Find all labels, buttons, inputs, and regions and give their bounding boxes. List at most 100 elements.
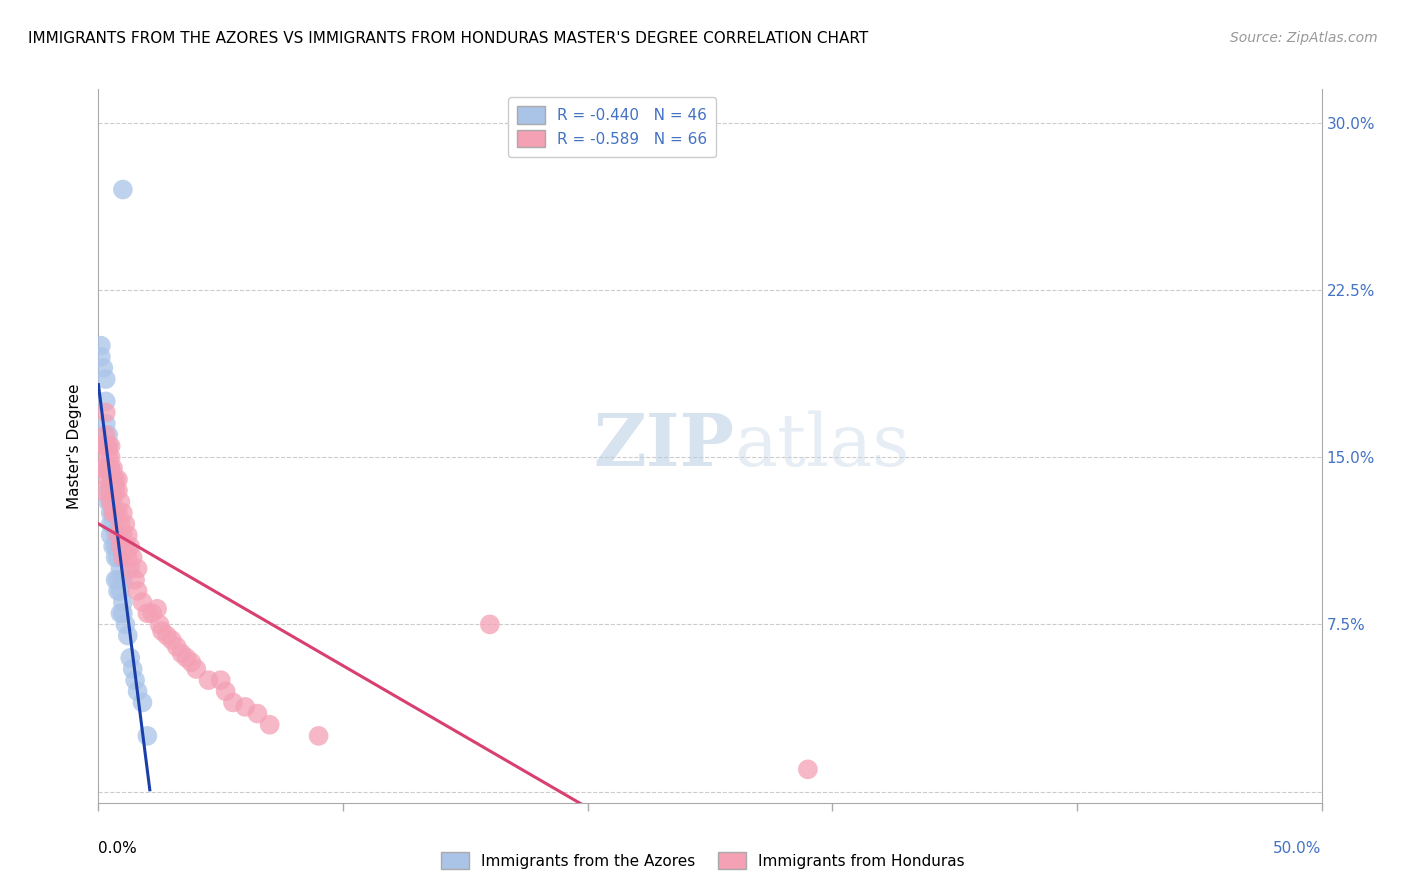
Point <box>127 583 149 598</box>
Point <box>91 461 114 475</box>
Point <box>259 717 281 731</box>
Point <box>156 628 179 642</box>
Point <box>101 539 124 553</box>
Point <box>146 601 169 615</box>
Point <box>121 550 143 565</box>
Point <box>136 607 159 621</box>
Text: 50.0%: 50.0% <box>1274 840 1322 855</box>
Point <box>104 483 127 498</box>
Point <box>97 439 120 453</box>
Point <box>209 673 232 687</box>
Point <box>100 494 122 508</box>
Point <box>233 699 256 714</box>
Point <box>131 696 153 710</box>
Point <box>149 617 172 632</box>
Point <box>94 461 117 475</box>
Point <box>246 706 269 721</box>
Point <box>111 182 134 196</box>
Point <box>107 539 129 553</box>
Point <box>120 539 142 553</box>
Point <box>478 617 501 632</box>
Point <box>107 550 129 565</box>
Point <box>110 494 132 508</box>
Point <box>90 483 112 498</box>
Point <box>90 338 112 352</box>
Point <box>110 607 132 621</box>
Point <box>100 517 122 532</box>
Point <box>166 640 188 654</box>
Point <box>180 655 202 669</box>
Point <box>170 646 193 660</box>
Point <box>797 762 820 776</box>
Point <box>111 528 134 542</box>
Point <box>94 394 117 409</box>
Point <box>101 517 124 532</box>
Point <box>100 461 122 475</box>
Point <box>100 494 122 508</box>
Point <box>111 506 134 520</box>
Point <box>101 494 124 508</box>
Point <box>107 472 129 486</box>
Point <box>101 506 124 520</box>
Point <box>91 439 114 453</box>
Point <box>111 607 134 621</box>
Point <box>100 439 122 453</box>
Point <box>107 506 129 520</box>
Point <box>100 472 122 486</box>
Point <box>111 595 134 609</box>
Point <box>100 461 122 475</box>
Point <box>97 439 120 453</box>
Point <box>90 350 112 364</box>
Point <box>127 684 149 698</box>
Point <box>222 696 245 710</box>
Point <box>101 506 124 520</box>
Point <box>97 461 120 475</box>
Point <box>308 729 330 743</box>
Point <box>120 651 142 665</box>
Point <box>110 539 132 553</box>
Text: atlas: atlas <box>734 410 910 482</box>
Text: 0.0%: 0.0% <box>98 840 138 855</box>
Point <box>101 472 124 486</box>
Point <box>111 550 134 565</box>
Point <box>136 729 159 743</box>
Point <box>94 427 117 442</box>
Point <box>100 450 122 464</box>
Legend: R = -0.440   N = 46, R = -0.589   N = 66: R = -0.440 N = 46, R = -0.589 N = 66 <box>508 97 716 157</box>
Point <box>186 662 208 676</box>
Point <box>117 628 139 642</box>
Point <box>131 595 153 609</box>
Point <box>110 583 132 598</box>
Point <box>114 539 136 553</box>
Point <box>107 528 129 542</box>
Text: ZIP: ZIP <box>593 410 734 482</box>
Point <box>111 573 134 587</box>
Point <box>91 361 114 376</box>
Point <box>114 617 136 632</box>
Point <box>121 662 143 676</box>
Point <box>124 673 146 687</box>
Point <box>197 673 219 687</box>
Point <box>101 483 124 498</box>
Point <box>104 539 127 553</box>
Point <box>214 684 236 698</box>
Point <box>110 517 132 532</box>
Legend: Immigrants from the Azores, Immigrants from Honduras: Immigrants from the Azores, Immigrants f… <box>436 846 970 875</box>
Point <box>94 405 117 419</box>
Text: Source: ZipAtlas.com: Source: ZipAtlas.com <box>1230 31 1378 45</box>
Point <box>97 494 120 508</box>
Point <box>120 562 142 576</box>
Point <box>101 461 124 475</box>
Point <box>100 483 122 498</box>
Text: IMMIGRANTS FROM THE AZORES VS IMMIGRANTS FROM HONDURAS MASTER'S DEGREE CORRELATI: IMMIGRANTS FROM THE AZORES VS IMMIGRANTS… <box>28 31 869 46</box>
Point <box>107 573 129 587</box>
Point <box>97 472 120 486</box>
Point <box>107 583 129 598</box>
Point <box>94 417 117 431</box>
Point <box>101 472 124 486</box>
Point <box>104 550 127 565</box>
Point <box>100 528 122 542</box>
Point <box>150 624 173 639</box>
Point <box>100 506 122 520</box>
Point <box>97 450 120 464</box>
